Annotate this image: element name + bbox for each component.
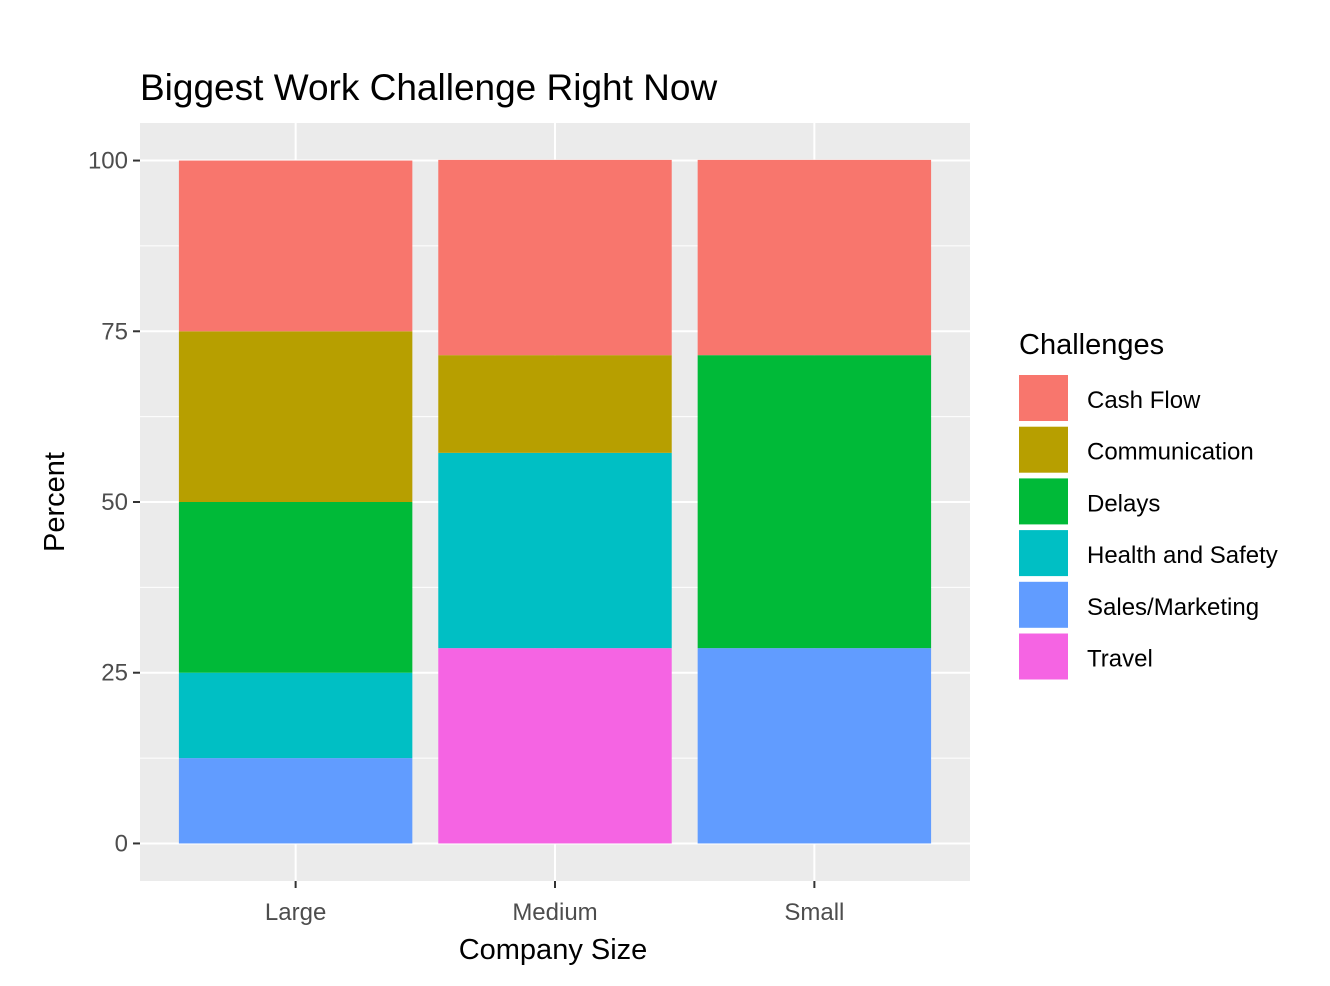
x-axis-title: Company Size [459, 934, 648, 966]
legend-label: Communication [1087, 439, 1254, 466]
legend-swatch [1019, 478, 1068, 525]
legend: Challenges Cash Flow Communication Delays H… [1019, 329, 1278, 680]
x-tick-label: Small [784, 899, 844, 926]
y-tick-label: 100 [88, 148, 128, 175]
legend-label: Health and Safety [1087, 542, 1278, 569]
y-tick-label: 50 [101, 489, 128, 516]
bar-segment-large-sales-marketing [178, 758, 413, 844]
bar-segment-medium-communication [438, 355, 672, 453]
legend-swatch [1019, 375, 1068, 421]
y-axis-title: Percent [39, 452, 71, 552]
legend-label: Delays [1087, 490, 1160, 517]
x-tick-label: Medium [512, 899, 597, 926]
axes: 0 25 50 75 100 Large Medium Small [88, 148, 844, 926]
legend-swatch [1019, 530, 1068, 577]
legend-swatch [1019, 581, 1068, 628]
legend-label: Travel [1087, 646, 1153, 673]
legend-title: Challenges [1019, 329, 1164, 361]
bar-segment-large-cash-flow [178, 160, 413, 332]
bar-segment-medium-health-and-safety [438, 452, 672, 649]
bar-segment-small-delays [697, 355, 932, 649]
x-tick-label: Large [265, 899, 326, 926]
bar-segment-medium-cash-flow [438, 159, 672, 356]
bar-segment-large-communication [178, 331, 413, 502]
bar-segment-large-delays [178, 502, 413, 673]
legend-label: Cash Flow [1087, 387, 1201, 414]
chart-title: Biggest Work Challenge Right Now [140, 67, 717, 108]
y-tick-label: 25 [101, 660, 128, 687]
legend-swatch [1019, 426, 1068, 473]
legend-swatch [1019, 633, 1068, 680]
bars [178, 159, 932, 844]
y-tick-label: 75 [101, 318, 128, 345]
bar-segment-large-health-and-safety [178, 672, 413, 759]
bar-segment-medium-travel [438, 648, 672, 844]
y-tick-label: 0 [115, 830, 128, 857]
bar-segment-small-sales-marketing [697, 648, 932, 844]
bar-segment-small-cash-flow [697, 159, 932, 356]
legend-label: Sales/Marketing [1087, 594, 1259, 621]
